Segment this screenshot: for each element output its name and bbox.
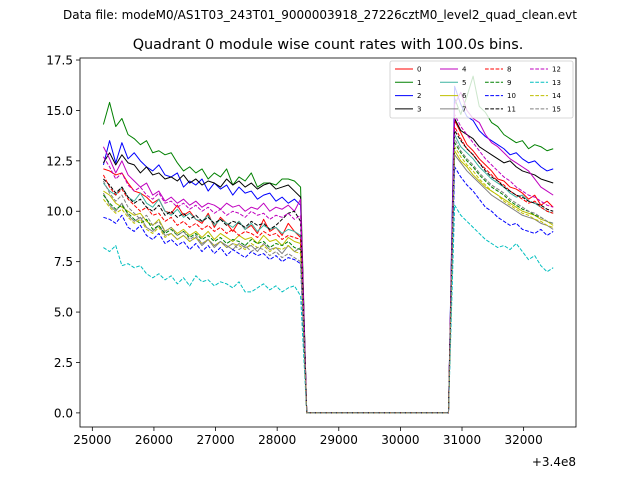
- legend-label-1: 1: [417, 79, 421, 87]
- x-tick-label: 29000: [320, 433, 358, 447]
- legend-label-11: 11: [507, 105, 516, 113]
- x-tick-label: 26000: [135, 433, 173, 447]
- legend-label-14: 14: [552, 92, 561, 100]
- x-tick-label: 30000: [381, 433, 419, 447]
- y-tick-label: 0.0: [54, 406, 73, 420]
- legend-label-4: 4: [462, 66, 467, 74]
- legend-label-13: 13: [552, 79, 561, 87]
- x-tick-label: 27000: [196, 433, 234, 447]
- legend-label-9: 9: [507, 79, 511, 87]
- y-tick-label: 2.5: [54, 356, 73, 370]
- y-tick-label: 5.0: [54, 306, 73, 320]
- y-tick-label: 15.0: [46, 104, 73, 118]
- x-tick-label: 28000: [258, 433, 296, 447]
- legend-label-12: 12: [552, 66, 561, 74]
- legend-label-8: 8: [507, 66, 511, 74]
- legend-label-7: 7: [462, 105, 466, 113]
- legend-label-10: 10: [507, 92, 516, 100]
- x-tick-label: 32000: [505, 433, 543, 447]
- legend-label-15: 15: [552, 105, 561, 113]
- legend-label-0: 0: [417, 66, 421, 74]
- legend-label-5: 5: [462, 79, 466, 87]
- y-axis: 0.0 2.5 5.0 7.5 10.0 12.5 15.0 17.5: [46, 54, 80, 420]
- series-line-11: [103, 130, 554, 414]
- x-tick-label: 25000: [73, 433, 111, 447]
- figure-suptitle: Data file: modeM0/AS1T03_243T01_90000039…: [63, 8, 577, 22]
- legend-frame: [389, 60, 574, 119]
- axes-frame: [79, 57, 577, 428]
- legend-label-6: 6: [462, 92, 467, 100]
- legend-label-2: 2: [417, 92, 421, 100]
- y-tick-label: 12.5: [46, 154, 73, 168]
- y-tick-label: 17.5: [46, 54, 73, 68]
- y-tick-label: 10.0: [46, 205, 73, 219]
- chart-title: Quadrant 0 module wise count rates with …: [133, 37, 524, 53]
- x-tick-label: 31000: [443, 433, 481, 447]
- y-tick-label: 7.5: [54, 255, 73, 269]
- x-axis: 25000 26000 27000 28000 29000 30000 31000 32000: [73, 427, 543, 447]
- plot-area: [102, 75, 554, 414]
- legend-label-3: 3: [417, 105, 421, 113]
- x-axis-offset-label: +3.4e8: [532, 455, 576, 469]
- series-line-15: [102, 138, 554, 414]
